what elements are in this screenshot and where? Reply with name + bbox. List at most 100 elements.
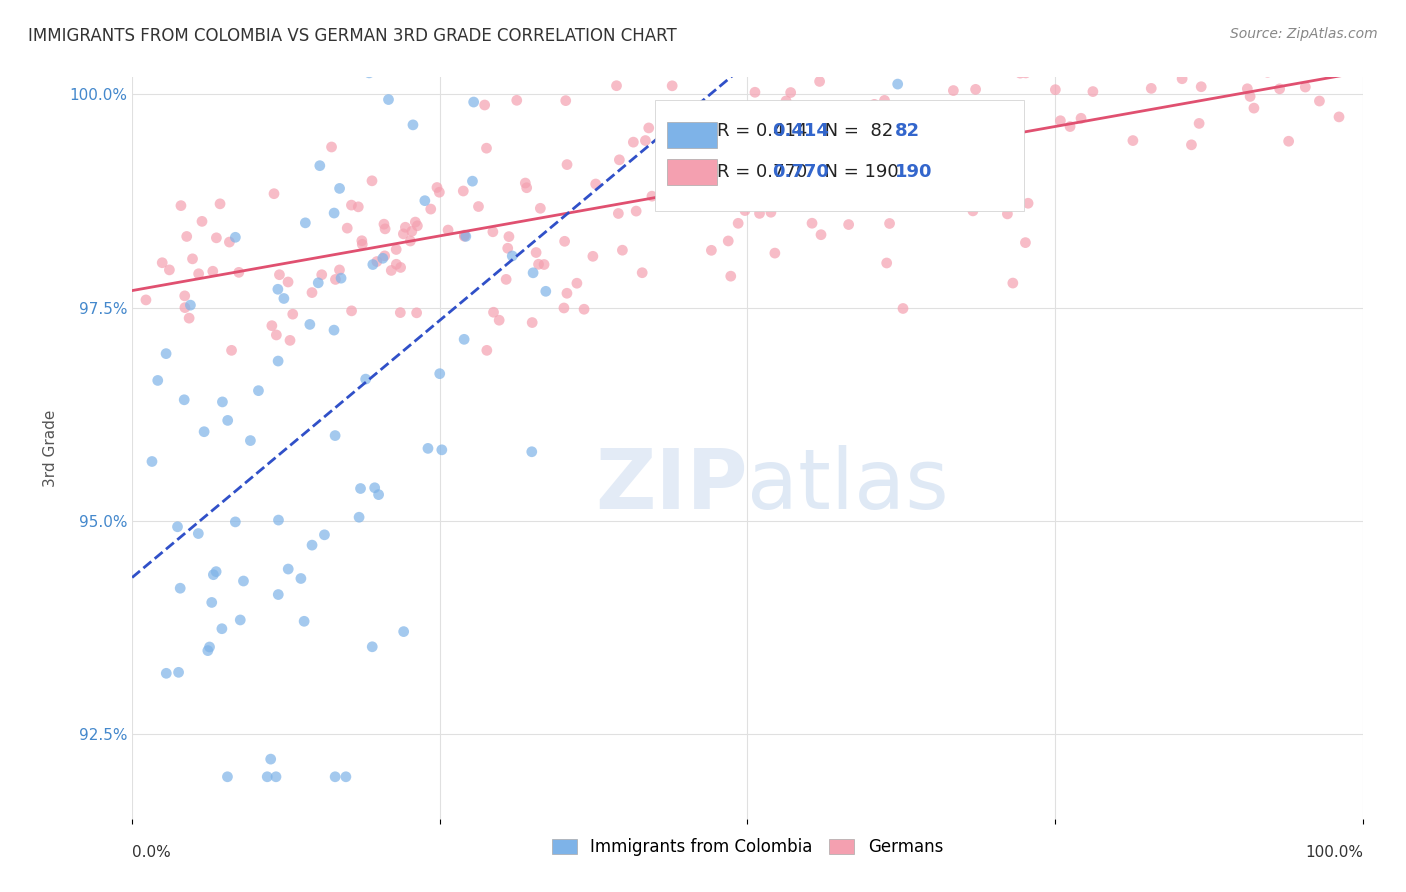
Point [298,318,321,332]
Point [775,94,797,108]
Point [277,275,299,289]
Point [350,234,373,248]
Point [260,318,283,333]
Point [1045,83,1067,97]
Point [1310,45,1333,59]
Point [191,214,214,228]
Point [495,272,517,286]
Point [181,252,204,266]
Point [808,74,831,88]
Point [734,203,756,218]
Point [1164,57,1187,71]
Point [700,45,723,59]
Point [1026,45,1049,59]
Point [875,165,897,179]
Point [718,161,741,175]
Point [908,164,931,178]
Point [973,132,995,146]
Point [404,215,426,229]
Point [392,227,415,241]
Point [380,263,402,277]
Point [426,180,449,194]
Point [534,285,557,299]
Point [997,207,1019,221]
Point [467,200,489,214]
Point [453,332,475,346]
Point [323,428,346,442]
Point [634,134,657,148]
Point [307,276,329,290]
Point [264,770,287,784]
Point [1017,196,1039,211]
Point [1180,137,1202,152]
Text: R = 0.414   N =  82: R = 0.414 N = 82 [717,122,893,140]
Point [278,334,301,348]
Point [221,343,243,358]
Point [224,230,246,244]
Point [612,243,634,257]
Point [277,562,299,576]
Point [173,392,195,407]
Point [1001,276,1024,290]
Point [554,94,576,108]
Text: IMMIGRANTS FROM COLOMBIA VS GERMAN 3RD GRADE CORRELATION CHART: IMMIGRANTS FROM COLOMBIA VS GERMAN 3RD G… [28,27,676,45]
Point [135,293,157,307]
Point [267,588,290,602]
Point [292,615,315,629]
Point [347,510,370,524]
Point [169,581,191,595]
Point [170,199,193,213]
Point [155,666,177,681]
Point [983,185,1005,199]
Point [176,229,198,244]
Point [482,305,505,319]
FancyBboxPatch shape [668,122,717,148]
Point [308,159,330,173]
Point [157,263,180,277]
Point [737,174,759,188]
FancyBboxPatch shape [655,100,1025,211]
Point [402,118,425,132]
Point [846,136,869,150]
Text: atlas: atlas [748,445,949,526]
Point [474,98,496,112]
Point [314,528,336,542]
Point [323,323,346,337]
Point [294,216,316,230]
Point [453,229,475,244]
Point [900,158,922,172]
Point [367,487,389,501]
Point [463,95,485,109]
Point [352,237,374,252]
Point [1042,45,1064,59]
Point [942,84,965,98]
Point [416,442,439,456]
Point [501,249,523,263]
Point [527,257,550,271]
Point [522,266,544,280]
Point [329,181,352,195]
Point [815,55,838,70]
Point [392,624,415,639]
Point [347,200,370,214]
Point [267,513,290,527]
Point [454,229,477,244]
Point [1081,85,1104,99]
Point [427,185,450,199]
Point [349,482,371,496]
Point [948,45,970,59]
Point [205,231,228,245]
Point [267,282,290,296]
Point [754,171,776,186]
Point [823,188,845,202]
Point [141,454,163,468]
Point [256,770,278,784]
Point [787,176,810,190]
Point [461,174,484,188]
Point [290,572,312,586]
Point [366,254,388,268]
Point [494,45,516,59]
Point [1188,116,1211,130]
Point [1178,45,1201,59]
Point [247,384,270,398]
